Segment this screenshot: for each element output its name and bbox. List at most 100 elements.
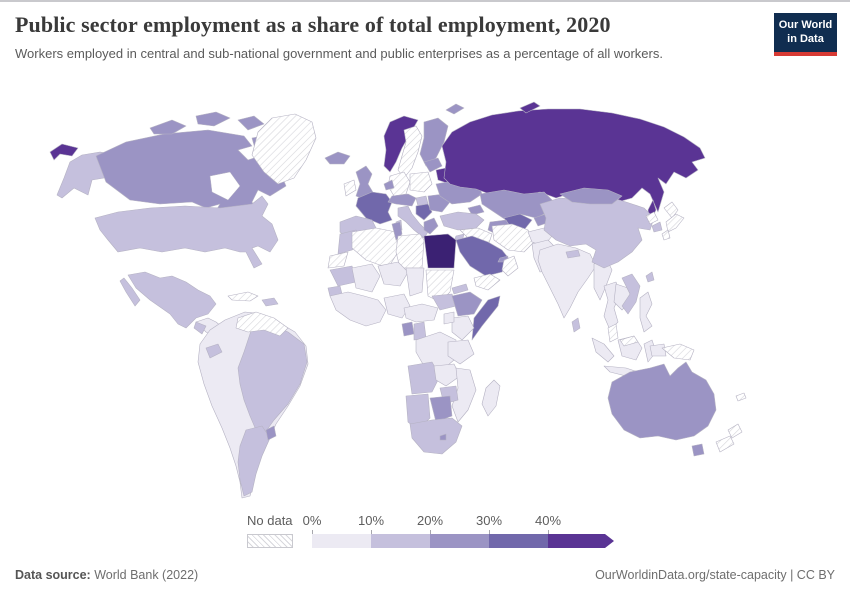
attribution-link[interactable]: OurWorldinData.org/state-capacity | CC B… <box>595 568 835 582</box>
map-legend: No data 0% 10% 20% 30% 40% <box>247 513 614 548</box>
region-benelux[interactable] <box>383 179 395 191</box>
legend-bin-40-plus[interactable] <box>548 534 614 548</box>
region-australia[interactable] <box>607 361 717 441</box>
region-madagascar[interactable] <box>481 379 501 417</box>
region-brazil[interactable] <box>237 323 308 435</box>
region-yemen[interactable] <box>473 273 501 291</box>
region-hispaniola[interactable] <box>261 297 279 307</box>
region-guatemala[interactable] <box>193 321 207 335</box>
legend-tick-30: 30% <box>475 513 503 528</box>
region-philippines[interactable] <box>639 291 653 333</box>
region-venezuela-guianas[interactable] <box>235 311 289 337</box>
region-tasmania[interactable] <box>691 443 705 457</box>
owid-logo-line1: Our World <box>778 19 833 31</box>
region-novaya-zemlya[interactable] <box>519 101 541 114</box>
legend-ticks: 0% 10% 20% 30% 40% <box>303 513 614 534</box>
region-north-korea[interactable] <box>645 211 659 225</box>
legend-bin-10-20[interactable] <box>371 534 430 548</box>
region-gabon[interactable] <box>401 321 415 337</box>
region-chad[interactable] <box>405 267 425 297</box>
region-serbia-bosnia[interactable] <box>415 203 433 221</box>
region-ethiopia[interactable] <box>451 291 483 317</box>
legend-bin-20-30[interactable] <box>430 534 489 548</box>
region-algeria[interactable] <box>351 227 399 269</box>
region-kazakhstan[interactable] <box>479 189 553 221</box>
region-usa[interactable] <box>94 195 279 269</box>
region-japan-kyushu[interactable] <box>661 229 671 241</box>
region-greece[interactable] <box>423 217 439 235</box>
region-indonesia-sumatra[interactable] <box>591 337 615 363</box>
region-oman[interactable] <box>501 255 519 277</box>
region-cameroon-car[interactable] <box>403 303 439 323</box>
data-source-value: World Bank (2022) <box>90 568 199 582</box>
region-mexico-baja[interactable] <box>119 277 141 307</box>
region-poland[interactable] <box>409 171 433 193</box>
region-canada-arctic-3[interactable] <box>237 115 265 131</box>
region-india[interactable] <box>537 243 597 319</box>
legend-bin-0-10[interactable] <box>312 534 371 548</box>
owid-logo[interactable]: Our World in Data <box>774 13 837 56</box>
region-iran[interactable] <box>491 223 535 253</box>
legend-tickmark <box>489 530 490 534</box>
region-south-africa[interactable] <box>409 417 463 455</box>
region-kenya[interactable] <box>451 315 475 341</box>
region-mexico[interactable] <box>127 271 217 329</box>
region-cuba[interactable] <box>227 291 259 302</box>
region-botswana[interactable] <box>429 395 453 423</box>
region-west-africa[interactable] <box>329 291 387 327</box>
region-indonesia-papua[interactable] <box>649 343 667 357</box>
region-lesotho[interactable] <box>439 433 447 441</box>
region-turkey[interactable] <box>439 211 485 231</box>
region-canada[interactable] <box>95 129 296 225</box>
region-ecuador[interactable] <box>205 343 223 359</box>
region-japan-hokkaido[interactable] <box>663 201 679 219</box>
region-libya[interactable] <box>395 233 425 269</box>
region-western-sahara[interactable] <box>327 251 349 269</box>
region-eritrea[interactable] <box>451 283 469 295</box>
region-russia-chukotka[interactable] <box>49 143 79 161</box>
region-zambia[interactable] <box>433 363 461 387</box>
owid-logo-line2: in Data <box>787 32 824 45</box>
region-new-caledonia[interactable] <box>735 392 747 402</box>
chart-subtitle: Workers employed in central and sub-nati… <box>15 46 663 61</box>
region-uganda[interactable] <box>443 311 455 325</box>
region-vietnam[interactable] <box>621 273 641 315</box>
region-new-zealand-north[interactable] <box>727 423 743 439</box>
region-finland[interactable] <box>419 117 449 167</box>
region-nepal[interactable] <box>565 249 581 259</box>
legend-no-data: No data <box>247 513 293 548</box>
region-iceland[interactable] <box>324 151 351 165</box>
region-malaysia-peninsula[interactable] <box>607 323 619 343</box>
legend-bin-30-40[interactable] <box>489 534 548 548</box>
region-mongolia[interactable] <box>559 187 623 205</box>
region-somalia[interactable] <box>471 295 501 341</box>
legend-tick-10: 10% <box>357 513 385 528</box>
region-canada-arctic-1[interactable] <box>149 119 187 135</box>
region-sweden[interactable] <box>397 125 423 179</box>
region-caucasus[interactable] <box>467 204 485 216</box>
region-malaysia-borneo[interactable] <box>619 335 639 347</box>
region-angola[interactable] <box>407 361 441 395</box>
region-new-zealand-south[interactable] <box>715 435 735 453</box>
region-south-korea[interactable] <box>651 221 663 233</box>
region-central-europe[interactable] <box>387 193 417 207</box>
legend-no-data-swatch[interactable] <box>247 534 293 548</box>
region-svalbard[interactable] <box>445 103 465 115</box>
region-mali[interactable] <box>351 263 381 293</box>
region-japan-honshu[interactable] <box>665 213 685 233</box>
region-niger[interactable] <box>377 261 409 287</box>
region-egypt[interactable] <box>423 233 457 269</box>
region-baltics[interactable] <box>423 157 443 173</box>
region-ireland[interactable] <box>343 179 357 197</box>
region-taiwan[interactable] <box>645 271 655 283</box>
region-greenland[interactable] <box>251 113 317 185</box>
region-canada-arctic-2[interactable] <box>195 111 231 127</box>
region-france[interactable] <box>355 191 393 225</box>
region-papua-new-guinea[interactable] <box>661 343 695 361</box>
legend-tick-0: 0% <box>302 513 322 528</box>
region-italy[interactable] <box>397 205 429 239</box>
region-tanzania[interactable] <box>447 339 475 365</box>
region-sri-lanka[interactable] <box>571 317 581 333</box>
region-uruguay[interactable] <box>265 425 277 441</box>
region-tunisia[interactable] <box>391 221 403 241</box>
